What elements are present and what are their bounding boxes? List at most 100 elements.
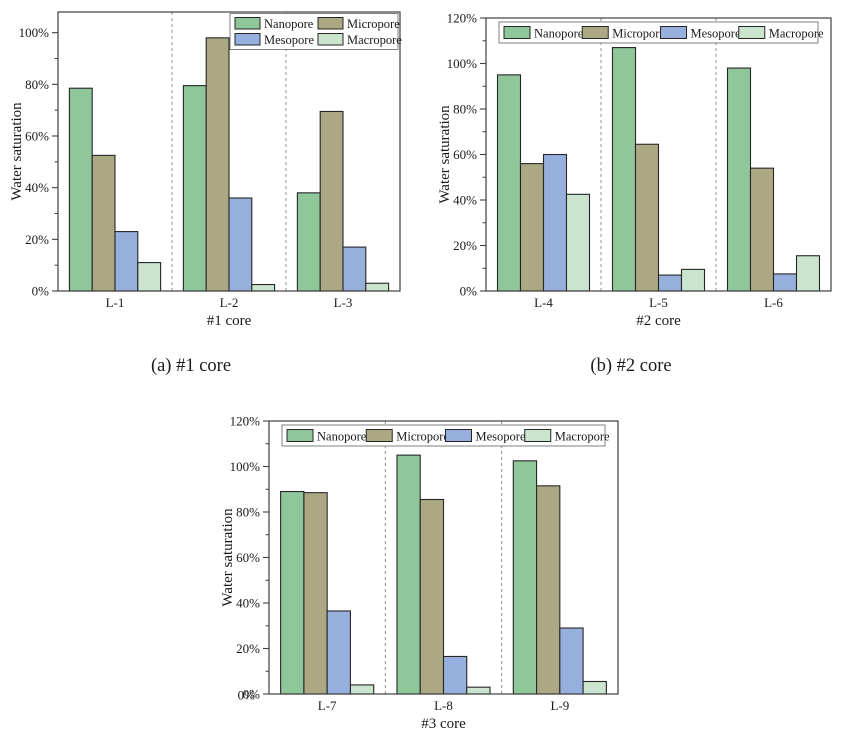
legend-label-micropore: Micropore xyxy=(347,17,400,31)
legend-label-mesopore: Mesopore xyxy=(476,430,526,444)
legend-swatch-micropore-icon xyxy=(581,26,609,39)
bar-l-9-nanopore xyxy=(512,460,538,695)
legend-label-macropore: Macropore xyxy=(769,27,824,41)
bar-l-6-micropore xyxy=(749,167,775,292)
bar-l-8-nanopore xyxy=(396,454,421,695)
bar-l-4-macropore xyxy=(565,193,591,292)
chart-2-core-plot: L-4 L-5 L-6 0% 20% 40% 60% 80% 100% 120% Water sat… xyxy=(437,11,832,329)
chart-3-core-panel: L-7 L-8 L-9 0% 20% 40% 60% 80% 100% 120% 0% Water s… xyxy=(210,398,642,741)
y-tick-label: 120% xyxy=(447,11,478,26)
y-axis-title: Water saturation xyxy=(220,508,236,607)
y-tick-label: 20% xyxy=(236,641,260,656)
legend-label-nanopore: Nanopore xyxy=(264,17,314,31)
chart-1-core-plot: L-1 L-2 L-3 0% 20% 40% 60% 80% 100% Water saturat… xyxy=(9,11,402,329)
y-tick-label: 20% xyxy=(453,238,477,253)
bar-l-6-mesopore xyxy=(772,273,798,292)
plot-border xyxy=(57,11,401,292)
bar-l-1-mesopore xyxy=(114,231,139,292)
x-tick-label: L-4 xyxy=(534,295,553,310)
bar-l-5-nanopore xyxy=(611,47,637,292)
y-tick-label: 80% xyxy=(25,77,49,92)
overlapped-zero-label: 0% xyxy=(238,688,256,703)
bar-l-6-macropore xyxy=(795,255,821,292)
bar-l-9-micropore xyxy=(536,485,561,695)
legend-swatch-nanopore-icon xyxy=(286,429,314,442)
x-axis-title: #2 core xyxy=(636,313,681,329)
bar-l-2-micropore xyxy=(205,37,230,292)
legend-swatch-micropore-icon xyxy=(317,17,344,30)
x-tick-label: L-8 xyxy=(434,698,453,713)
bar-l-5-micropore xyxy=(634,143,660,292)
legend-label-nanopore: Nanopore xyxy=(534,27,584,41)
y-tick-label: 120% xyxy=(230,414,261,429)
caption-b: (b) #2 core xyxy=(590,356,672,376)
y-tick-label: 80% xyxy=(453,102,477,117)
bar-l-3-nanopore xyxy=(296,192,321,292)
chart-2-core-panel: L-4 L-5 L-6 0% 20% 40% 60% 80% 100% 120% Water sat… xyxy=(423,5,841,350)
bar-l-9-macropore xyxy=(582,680,607,695)
bar-l-5-mesopore xyxy=(657,274,683,292)
bar-l-7-nanopore xyxy=(280,490,305,695)
bar-l-6-nanopore xyxy=(726,67,752,292)
bar-l-7-micropore xyxy=(303,492,328,695)
y-tick-label: 60% xyxy=(453,147,477,162)
legend-label-nanopore: Nanopore xyxy=(317,430,367,444)
y-tick-label: 20% xyxy=(25,232,49,247)
x-tick-label: L-7 xyxy=(318,698,337,713)
y-tick-label: 0% xyxy=(243,687,261,702)
y-tick-label: 0% xyxy=(32,284,50,299)
bar-l-2-mesopore xyxy=(228,197,253,292)
legend-swatch-mesopore-icon xyxy=(445,429,472,442)
x-tick-label: L-5 xyxy=(649,295,668,310)
x-axis-title: #3 core xyxy=(421,716,466,732)
bar-l-8-macropore xyxy=(466,686,491,695)
chart-3-core-plot: L-7 L-8 L-9 0% 20% 40% 60% 80% 100% 120% 0% Water s… xyxy=(220,414,619,732)
y-tick-label: 60% xyxy=(236,550,260,565)
bar-l-8-micropore xyxy=(419,498,445,695)
bar-l-3-mesopore xyxy=(342,246,367,292)
y-axis-title: Water saturation xyxy=(437,105,453,204)
legend-label-micropore: Micropore xyxy=(612,27,665,41)
y-axis-title: Water saturation xyxy=(9,102,25,201)
legend-label-macropore: Macropore xyxy=(555,430,610,444)
legend-swatch-macropore-icon xyxy=(524,429,552,442)
legend-swatch-micropore-icon xyxy=(365,429,393,442)
y-tick-label: 40% xyxy=(25,180,49,195)
caption-a: (a) #1 core xyxy=(150,356,232,376)
y-tick-label: 80% xyxy=(236,505,260,520)
x-tick-label: L-1 xyxy=(106,295,125,310)
chart-1-core-panel: L-1 L-2 L-3 0% 20% 40% 60% 80% 100% Water saturat… xyxy=(8,5,417,350)
legend-swatch-nanopore-icon xyxy=(234,17,261,30)
bar-l-9-mesopore xyxy=(559,627,584,695)
bar-l-1-macropore xyxy=(137,262,162,292)
y-tick-label: 40% xyxy=(453,193,477,208)
bar-l-3-micropore xyxy=(319,110,344,292)
bar-l-3-macropore xyxy=(365,282,390,292)
bar-l-5-macropore xyxy=(680,268,706,292)
legend-swatch-mesopore-icon xyxy=(234,33,261,46)
legend-swatch-macropore-icon xyxy=(738,26,766,39)
y-tick-label: 0% xyxy=(460,284,478,299)
legend-swatch-mesopore-icon xyxy=(660,26,687,39)
legend-swatch-nanopore-icon xyxy=(503,26,531,39)
y-tick-label: 100% xyxy=(230,459,261,474)
legend-label-mesopore: Mesopore xyxy=(691,27,741,41)
y-tick-label: 60% xyxy=(25,129,49,144)
bar-l-2-nanopore xyxy=(182,85,207,292)
bar-l-1-micropore xyxy=(91,154,116,292)
x-tick-label: L-3 xyxy=(334,295,353,310)
legend-label-mesopore: Mesopore xyxy=(264,33,314,47)
bar-l-4-micropore xyxy=(519,163,545,292)
x-tick-label: L-6 xyxy=(764,295,783,310)
legend-label-micropore: Micropore xyxy=(396,430,449,444)
y-tick-label: 100% xyxy=(447,56,478,71)
bar-l-7-mesopore xyxy=(326,610,351,695)
bar-l-1-nanopore xyxy=(68,87,93,292)
x-tick-label: L-9 xyxy=(550,698,569,713)
x-axis-title: #1 core xyxy=(207,313,252,329)
legend-swatch-macropore-icon xyxy=(317,33,344,46)
bar-l-8-mesopore xyxy=(442,655,468,695)
x-tick-label: L-2 xyxy=(220,295,239,310)
bar-l-4-mesopore xyxy=(542,153,568,292)
